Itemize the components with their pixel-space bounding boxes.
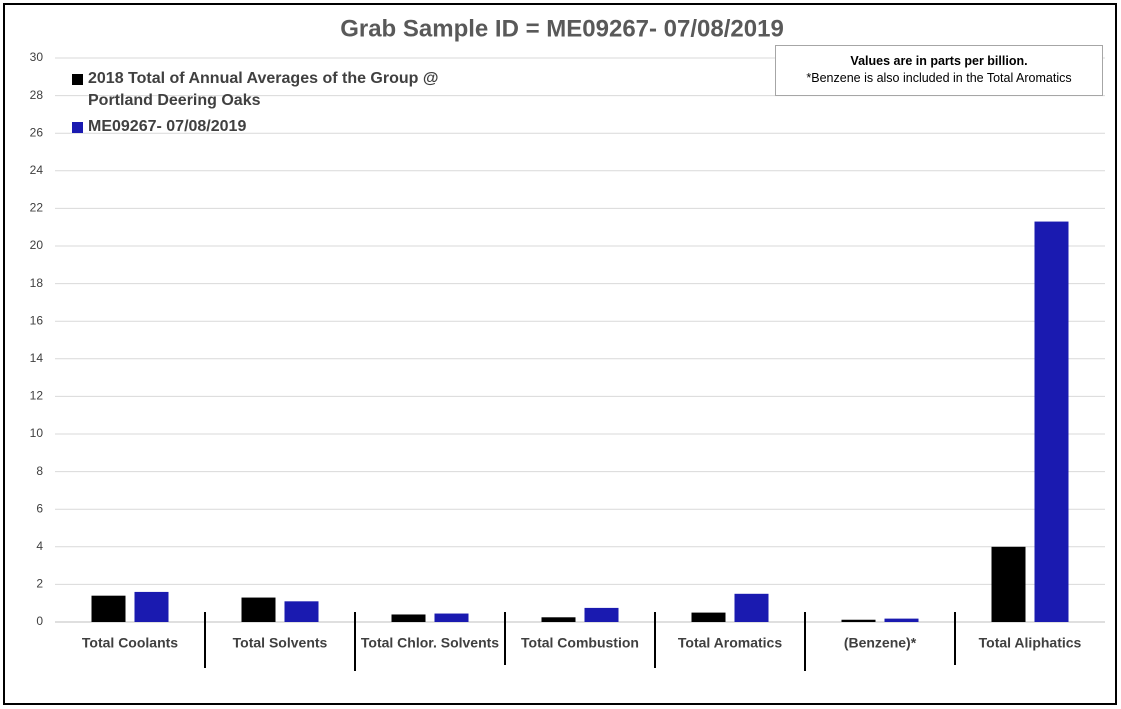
legend-item: ME09267- 07/08/2019 bbox=[72, 116, 472, 138]
bar bbox=[284, 601, 319, 622]
chart-frame bbox=[3, 3, 1117, 705]
bar bbox=[884, 618, 919, 622]
y-tick-label: 6 bbox=[36, 501, 43, 515]
bar bbox=[241, 597, 276, 622]
legend-swatch bbox=[72, 122, 83, 133]
y-tick-label: 2 bbox=[36, 577, 43, 591]
y-tick-label: 10 bbox=[30, 426, 44, 440]
y-tick-label: 14 bbox=[30, 351, 44, 365]
legend-swatch bbox=[72, 74, 83, 85]
x-tick-label: Total Coolants bbox=[82, 635, 178, 651]
x-tick-label: Total Combustion bbox=[521, 635, 639, 651]
y-tick-label: 20 bbox=[30, 238, 44, 252]
y-tick-label: 16 bbox=[30, 313, 44, 327]
y-tick-label: 30 bbox=[30, 50, 44, 64]
x-tick-label: Total Aromatics bbox=[678, 635, 782, 651]
y-tick-label: 4 bbox=[36, 539, 43, 553]
y-tick-label: 26 bbox=[30, 125, 44, 139]
bar bbox=[841, 619, 876, 622]
bar bbox=[1034, 221, 1069, 622]
y-tick-label: 12 bbox=[30, 389, 44, 403]
y-tick-label: 28 bbox=[30, 88, 44, 102]
x-tick-label: Total Aliphatics bbox=[979, 635, 1082, 651]
bar bbox=[434, 613, 469, 622]
x-tick-label: (Benzene)* bbox=[844, 635, 917, 651]
legend: 2018 Total of Annual Averages of the Gro… bbox=[72, 68, 472, 142]
annotation-box: Values are in parts per billion. *Benzen… bbox=[775, 45, 1103, 96]
legend-label: ME09267- 07/08/2019 bbox=[88, 118, 247, 135]
bar bbox=[391, 614, 426, 622]
y-tick-label: 18 bbox=[30, 276, 44, 290]
bar bbox=[541, 617, 576, 622]
legend-label: 2018 Total of Annual Averages of the Gro… bbox=[88, 70, 439, 109]
y-tick-label: 0 bbox=[36, 614, 43, 628]
x-tick-label: Total Chlor. Solvents bbox=[361, 635, 499, 651]
y-tick-label: 8 bbox=[36, 464, 43, 478]
y-tick-label: 24 bbox=[30, 163, 44, 177]
bar bbox=[91, 595, 126, 622]
y-tick-label: 22 bbox=[30, 201, 44, 215]
legend-item: 2018 Total of Annual Averages of the Gro… bbox=[72, 68, 472, 112]
bar bbox=[134, 591, 169, 622]
bar bbox=[691, 612, 726, 622]
chart-title: Grab Sample ID = ME09267- 07/08/2019 bbox=[340, 15, 784, 42]
annotation: *Benzene is also included in the Total A… bbox=[806, 71, 1072, 85]
x-tick-label: Total Solvents bbox=[233, 635, 328, 651]
bar bbox=[584, 607, 619, 622]
bar bbox=[991, 546, 1026, 622]
annotation: Values are in parts per billion. bbox=[850, 54, 1028, 68]
bar bbox=[734, 593, 769, 622]
